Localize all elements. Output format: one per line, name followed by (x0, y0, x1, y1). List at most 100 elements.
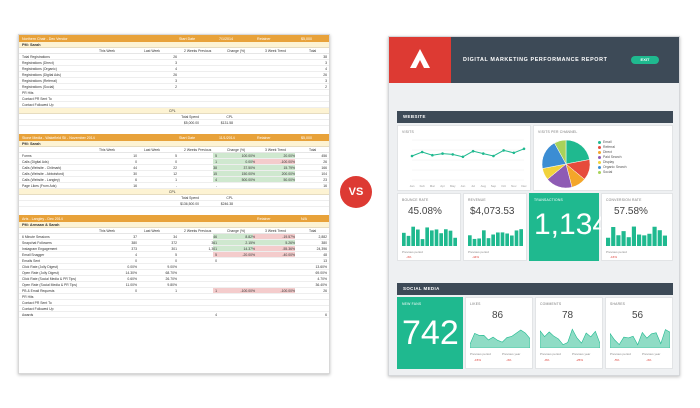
cell-chg: 100.00% (241, 154, 255, 158)
legend-swatch (598, 151, 601, 154)
cpl-label: CPL (169, 109, 176, 113)
table-row: Snapchat Followers 380 372 361 2.15% 5.26% 380 (19, 240, 329, 246)
legend-item: Display (598, 160, 627, 165)
likes-title: LIKES (470, 302, 481, 306)
cell-prev: 4 (215, 178, 217, 182)
likes-card: LIKES 86 Previous period -15% Previous y… (465, 297, 533, 369)
visits-point (481, 152, 485, 155)
cell-chg: 500.00% (241, 178, 255, 182)
change-highlight (253, 288, 295, 293)
legend-label: Direct (603, 150, 612, 154)
cpl-value: $131.58 (220, 121, 233, 125)
cell-total: 26 (323, 289, 327, 293)
shares-area-chart (610, 329, 670, 348)
section-website: WEBSITE (397, 111, 673, 123)
spark-area (540, 328, 600, 348)
row-label: Registrations (Organic) (22, 67, 57, 71)
bounce-rate-value: 45.08% (408, 206, 442, 217)
revenue-bars (468, 229, 523, 246)
cell-total: 380 (321, 241, 327, 245)
legend-label: Social (603, 170, 613, 174)
row-label: Email Snagger (22, 253, 45, 257)
vs-badge: VS (340, 176, 372, 208)
block-spacer (19, 318, 329, 326)
column-header: 3 Week Trend (265, 229, 287, 233)
spark-bar (448, 230, 453, 246)
cell-total: 3 (325, 79, 327, 83)
change-highlight (213, 153, 255, 158)
table-row: Click Rate (Jolly Digest) 0.00% 9.00% 13.60… (19, 264, 329, 270)
cell-total: 23 (323, 178, 327, 182)
cell-total: 69.00% (315, 271, 328, 275)
cell-total: 4 (325, 67, 327, 71)
visits-per-channel-pie-chart (541, 139, 591, 189)
revenue-value: $4,073.53 (470, 206, 515, 217)
column-header: 2 Weeks Previous (184, 229, 212, 233)
change-highlight (253, 234, 295, 239)
spark-bar (652, 226, 657, 246)
row-label: Contact Followed Up (22, 103, 54, 107)
shares-card: SHARES 56 Previous period -5% Previous y… (605, 297, 673, 369)
cell-trend: -40.00% (282, 253, 295, 257)
change-highlight (213, 165, 255, 170)
spark-bar (420, 239, 425, 246)
table-row: Contact PR Sent To (19, 300, 329, 306)
change-highlight (253, 177, 295, 182)
cpl-values-row: Total Spend CPL (19, 114, 329, 120)
spark-bar (411, 226, 415, 246)
spark-bar (642, 235, 647, 246)
visits-month-label: Oct (501, 184, 506, 188)
column-header: Change (%) (227, 49, 246, 53)
total-spend-value: $5,000.00 (183, 121, 199, 125)
cell-this: 380 (131, 241, 137, 245)
revenue-title: REVENUE (468, 198, 486, 202)
cell-prev: 361 (211, 241, 217, 245)
spark-area (470, 329, 530, 348)
cell-chg: -20.00% (242, 253, 255, 257)
table-row: PB & Email Requests 0 1 1 -100.00% -100.00% 26 (19, 288, 329, 294)
change-highlight (253, 246, 295, 251)
cell-trend: 5.26% (285, 241, 295, 245)
legend-item: Direct (598, 150, 627, 155)
bounce-rate-bars (402, 226, 457, 246)
cell-this: 0 (135, 259, 137, 263)
cell-this: 373 (131, 247, 137, 251)
spark-bar (453, 237, 457, 246)
conversion-rate-title: CONVERSION RATE (606, 198, 642, 202)
column-header: This Week (99, 148, 115, 152)
spark-bar (477, 238, 481, 246)
cell-last: 372 (171, 241, 177, 245)
cell-total: 13 (323, 259, 327, 263)
shares-change-2: -4% (646, 358, 652, 362)
spark-bar (647, 233, 652, 246)
change-highlight (253, 153, 295, 158)
change-highlight (253, 159, 295, 164)
column-headers: This Week Last Week 2 Weeks Previous Change… (19, 228, 329, 234)
column-header: Change (%) (227, 148, 246, 152)
block-start-label: Start Date (179, 36, 196, 41)
cell-trend: 50.00% (283, 178, 296, 182)
spark-bar (500, 232, 505, 246)
section-social-media: SOCIAL MEDIA (397, 283, 673, 295)
cell-trend: -100.00% (280, 289, 295, 293)
dashboard-title: DIGITAL MARKETING PERFORMANCE REPORT (463, 57, 608, 63)
spark-bar (491, 234, 495, 246)
visits-month-label: Nov (511, 184, 517, 188)
table-row: PR Hits (19, 294, 329, 300)
spark-bar (616, 235, 621, 246)
visits-month-label: Aug (481, 184, 487, 188)
transactions-title: TRANSACTIONS (534, 198, 563, 202)
cell-total: 26 (323, 73, 327, 77)
cell-last: 1 (175, 289, 177, 293)
cell-prev: 1,301 (208, 247, 218, 251)
column-headers: This Week Last Week 2 Weeks Previous Change… (19, 48, 329, 54)
column-header: 2 Weeks Previous (184, 49, 212, 53)
column-headers: This Week Last Week 2 Weeks Previous Change… (19, 147, 329, 153)
transactions-value: 1,134 (534, 208, 610, 241)
total-spend-label: Total Spend (181, 196, 199, 200)
table-row: Contact Followed Up (19, 102, 329, 108)
visits-month-label: Mar (430, 184, 435, 188)
block-start-label: Start Date (179, 135, 196, 140)
change-highlight (213, 240, 255, 245)
exit-button[interactable]: EXIT (631, 56, 659, 64)
